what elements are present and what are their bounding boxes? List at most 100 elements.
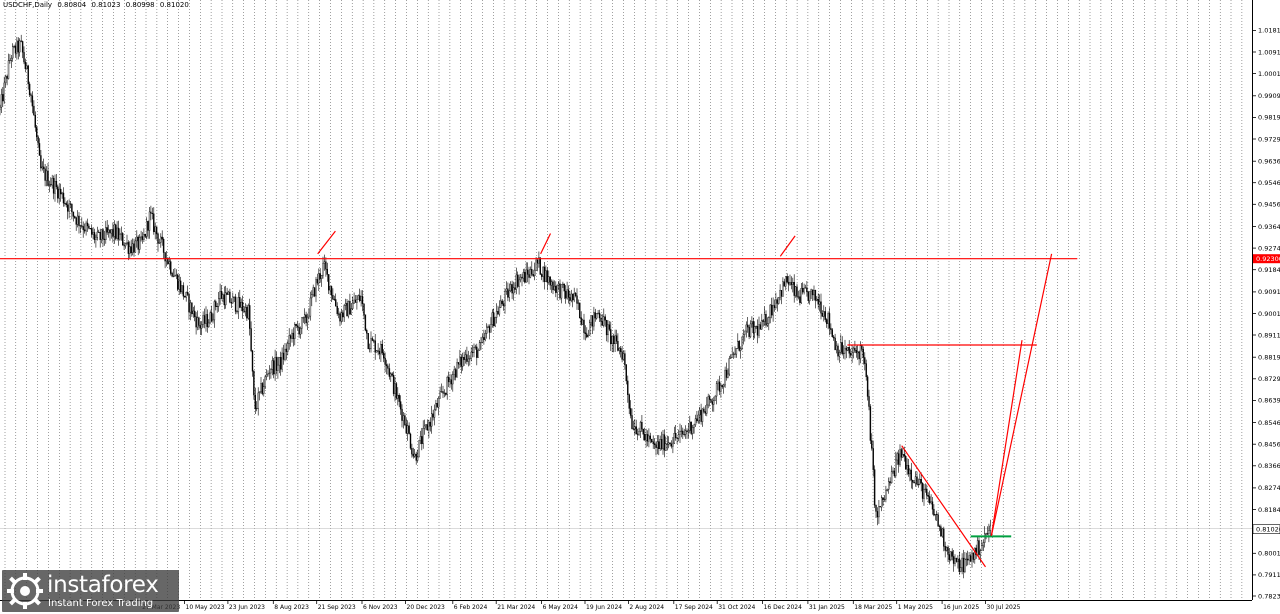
candle-body: [320, 275, 323, 279]
candle-body: [282, 352, 285, 360]
candle-body: [143, 233, 145, 240]
candle-body: [328, 274, 330, 291]
candle-body: [931, 501, 934, 510]
candle-body: [474, 346, 477, 348]
candle-body: [622, 353, 625, 360]
candle-body: [875, 505, 877, 512]
candle-body: [706, 404, 708, 414]
candle-body: [787, 281, 790, 285]
candle-body: [398, 395, 400, 402]
candle-body: [531, 269, 533, 275]
candle-body: [593, 312, 595, 327]
candle-body: [739, 348, 742, 351]
candle-body: [402, 415, 405, 421]
candle-body: [618, 348, 620, 351]
peak-mark-3-line[interactable]: [779, 235, 796, 257]
candle-body: [668, 442, 670, 445]
candle-body: [349, 301, 351, 315]
candle-body: [848, 347, 850, 354]
candle-body: [613, 335, 615, 345]
candle-body: [928, 496, 931, 504]
candle-body: [988, 530, 990, 534]
candle-body: [384, 357, 386, 365]
candle-body: [161, 236, 163, 240]
candle-body: [82, 226, 84, 230]
candle-body: [9, 60, 11, 62]
candle-body: [490, 324, 492, 333]
candle-body: [933, 509, 935, 516]
candle-body: [957, 558, 959, 562]
candle-body: [560, 284, 563, 299]
candle-body: [123, 244, 125, 247]
price-tick-label: 1.01815: [1258, 27, 1280, 35]
candle-body: [26, 65, 28, 69]
candle-body: [687, 430, 690, 432]
peak-mark-1-line[interactable]: [317, 230, 336, 255]
candle-body: [181, 285, 183, 293]
candle-body: [361, 296, 364, 304]
candle-body: [223, 294, 226, 306]
candle-body: [74, 216, 76, 219]
candle-body: [55, 180, 58, 187]
candle-body: [428, 421, 430, 431]
candle-body: [192, 310, 195, 315]
candle-body: [514, 287, 516, 290]
candle-body: [179, 280, 182, 293]
target-1-line[interactable]: [990, 340, 1023, 536]
candle-body: [45, 170, 48, 181]
candle-body: [119, 234, 121, 240]
candle-body: [323, 261, 326, 264]
candle-body: [158, 242, 161, 244]
candle-body: [90, 228, 93, 235]
candle-body: [924, 488, 927, 490]
candle-body: [981, 545, 983, 551]
peak-mark-2-line[interactable]: [540, 233, 552, 255]
candle-body: [723, 384, 725, 387]
candle-body: [7, 60, 10, 79]
candle-body: [890, 471, 893, 484]
candle-body: [677, 434, 680, 439]
candle-body: [261, 383, 264, 394]
candle-body: [961, 557, 963, 568]
candle-body: [735, 348, 738, 355]
date-tick-label: 23 Jun 2023: [229, 604, 265, 611]
date-tick-label: 10 May 2023: [186, 604, 225, 611]
candle-body: [886, 489, 888, 491]
candle-body: [43, 166, 45, 169]
date-tick-label: 6 May 2024: [543, 604, 578, 611]
candle-body: [507, 288, 509, 298]
candle-body: [495, 311, 498, 318]
candle-body: [982, 542, 984, 546]
candle-body: [60, 188, 62, 195]
candle-body: [920, 479, 922, 484]
candle-body: [54, 180, 56, 194]
downtrend-line[interactable]: [901, 445, 986, 568]
candle-body: [576, 295, 578, 304]
candle-body: [696, 418, 698, 422]
candle-body: [371, 338, 374, 341]
candle-body: [85, 222, 87, 232]
candle-body: [50, 184, 52, 186]
instaforex-watermark: instaforex Instant Forex Trading: [2, 570, 179, 612]
candle-body: [662, 434, 664, 449]
candle-body: [985, 533, 987, 535]
candle-body: [868, 396, 870, 407]
annotations[interactable]: [0, 230, 1078, 568]
candle-body: [838, 352, 841, 357]
target-2-line[interactable]: [990, 253, 1053, 536]
candle-body: [487, 326, 489, 328]
candle-body: [205, 314, 207, 324]
candle-body: [339, 313, 341, 322]
candle-body: [162, 238, 165, 253]
candle-body: [17, 40, 19, 53]
candle-body: [742, 334, 745, 338]
candle-body: [969, 555, 972, 562]
candle-body: [707, 396, 709, 406]
